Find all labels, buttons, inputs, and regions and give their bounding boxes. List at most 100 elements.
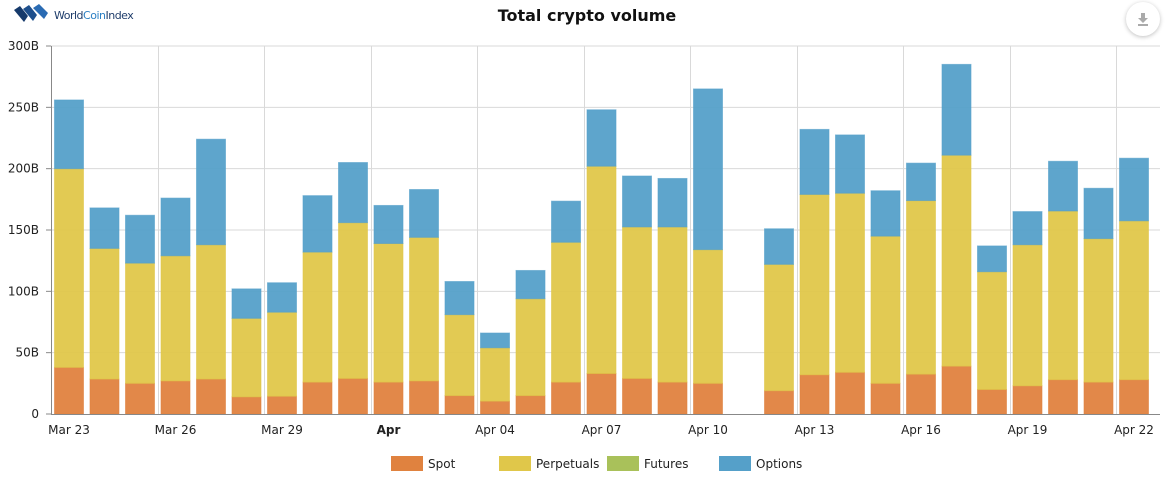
bar-perpetuals-apr-10[interactable] <box>693 249 723 384</box>
bar-spot-apr-22[interactable] <box>1119 379 1149 415</box>
bar-options-apr-15[interactable] <box>870 190 901 237</box>
bar-perpetuals-mar-31[interactable] <box>338 222 368 379</box>
bar-spot-apr-18[interactable] <box>977 388 1007 415</box>
bar-perpetuals-apr-14[interactable] <box>835 192 865 373</box>
bar-perpetuals-apr-15[interactable] <box>870 235 901 384</box>
legend-item-perpetuals[interactable]: Perpetuals <box>499 456 599 471</box>
bar-spot-apr-15[interactable] <box>870 382 901 415</box>
bar-options-apr-05[interactable] <box>515 269 546 300</box>
bar-perpetuals-apr-01[interactable] <box>373 242 404 383</box>
bar-options-apr-21[interactable] <box>1083 187 1114 240</box>
bar-perpetuals-apr-07[interactable] <box>586 165 617 375</box>
logo-text-suffix: Index <box>105 9 134 22</box>
bar-perpetuals-apr-09[interactable] <box>657 226 688 383</box>
bar-spot-mar-31[interactable] <box>338 377 368 415</box>
download-button[interactable] <box>1126 2 1160 36</box>
bar-options-apr-16[interactable] <box>906 162 936 202</box>
bar-perpetuals-apr-17[interactable] <box>941 154 972 367</box>
bar-spot-apr-17[interactable] <box>941 365 972 415</box>
legend-item-options[interactable]: Options <box>719 456 802 471</box>
y-tick-label: 300B <box>8 39 39 53</box>
bar-options-apr-03[interactable] <box>444 281 475 316</box>
gridlines <box>51 45 1160 414</box>
bar-perpetuals-mar-23[interactable] <box>54 168 84 368</box>
bar-spot-apr-21[interactable] <box>1083 381 1114 415</box>
bar-perpetuals-mar-27[interactable] <box>196 244 226 380</box>
bar-spot-apr-10[interactable] <box>693 382 723 415</box>
bar-spot-mar-25[interactable] <box>125 382 155 415</box>
bar-spot-mar-28[interactable] <box>231 396 262 415</box>
bar-spot-apr-09[interactable] <box>657 381 688 415</box>
bar-options-mar-23[interactable] <box>54 99 84 170</box>
legend-item-futures[interactable]: Futures <box>607 456 688 471</box>
bar-options-apr-13[interactable] <box>799 128 830 195</box>
bar-spot-mar-23[interactable] <box>54 366 84 415</box>
worldcoinindex-logo[interactable]: WorldCoinIndex <box>14 4 134 24</box>
bar-options-apr-17[interactable] <box>941 63 972 156</box>
bar-spot-apr-13[interactable] <box>799 374 830 415</box>
bar-options-apr-22[interactable] <box>1119 157 1149 222</box>
bar-options-mar-30[interactable] <box>302 195 333 253</box>
bar-spot-apr-20[interactable] <box>1048 379 1078 415</box>
bar-options-apr-09[interactable] <box>657 177 688 228</box>
bar-options-apr-19[interactable] <box>1012 211 1043 246</box>
bar-spot-apr-05[interactable] <box>515 395 546 415</box>
bar-options-apr-14[interactable] <box>835 134 865 194</box>
bar-options-apr-08[interactable] <box>622 175 652 228</box>
bar-spot-apr-08[interactable] <box>622 377 652 415</box>
bar-options-apr-04[interactable] <box>480 332 510 349</box>
bar-perpetuals-mar-24[interactable] <box>89 247 120 380</box>
bar-spot-apr-04[interactable] <box>480 400 510 415</box>
bar-perpetuals-apr-04[interactable] <box>480 347 510 402</box>
bar-spot-apr-02[interactable] <box>409 380 439 415</box>
bar-perpetuals-apr-18[interactable] <box>977 271 1007 390</box>
bar-options-mar-31[interactable] <box>338 162 368 224</box>
bar-spot-apr-06[interactable] <box>551 381 581 415</box>
bar-options-apr-12[interactable] <box>764 228 794 265</box>
bar-perpetuals-apr-06[interactable] <box>551 241 581 383</box>
bar-spot-apr-19[interactable] <box>1012 385 1043 415</box>
bar-perpetuals-apr-16[interactable] <box>906 200 936 375</box>
bar-perpetuals-apr-22[interactable] <box>1119 220 1149 381</box>
bar-spot-mar-30[interactable] <box>302 381 333 415</box>
bar-options-apr-01[interactable] <box>373 204 404 244</box>
bar-perpetuals-mar-30[interactable] <box>302 251 333 383</box>
bar-spot-apr-03[interactable] <box>444 395 475 415</box>
bar-perpetuals-mar-28[interactable] <box>231 317 262 398</box>
bar-options-apr-07[interactable] <box>586 109 617 167</box>
bar-perpetuals-apr-05[interactable] <box>515 298 546 397</box>
legend-item-spot[interactable]: Spot <box>391 456 455 471</box>
bar-spot-apr-16[interactable] <box>906 373 936 415</box>
bar-spot-apr-12[interactable] <box>764 390 794 415</box>
bar-options-mar-27[interactable] <box>196 138 226 246</box>
bar-options-mar-29[interactable] <box>267 282 297 313</box>
bar-perpetuals-mar-26[interactable] <box>160 255 191 382</box>
bar-options-apr-18[interactable] <box>977 245 1007 273</box>
bar-options-mar-26[interactable] <box>160 197 191 257</box>
bar-options-apr-06[interactable] <box>551 200 581 243</box>
bar-perpetuals-apr-19[interactable] <box>1012 244 1043 387</box>
bar-options-mar-24[interactable] <box>89 207 120 249</box>
bar-options-apr-10[interactable] <box>693 88 723 251</box>
bar-spot-mar-29[interactable] <box>267 395 297 415</box>
bar-options-mar-28[interactable] <box>231 288 262 319</box>
bar-perpetuals-mar-25[interactable] <box>125 262 155 384</box>
bar-spot-mar-27[interactable] <box>196 378 226 415</box>
bar-perpetuals-apr-02[interactable] <box>409 236 439 382</box>
bar-spot-mar-24[interactable] <box>89 378 120 415</box>
bar-perpetuals-mar-29[interactable] <box>267 311 297 397</box>
bar-options-apr-20[interactable] <box>1048 160 1078 212</box>
bar-spot-apr-07[interactable] <box>586 373 617 415</box>
bar-options-apr-02[interactable] <box>409 189 439 238</box>
bar-spot-mar-26[interactable] <box>160 380 191 415</box>
bar-spot-apr-14[interactable] <box>835 371 865 415</box>
bar-perpetuals-apr-13[interactable] <box>799 193 830 376</box>
bar-spot-apr-01[interactable] <box>373 381 404 415</box>
bar-perpetuals-apr-08[interactable] <box>622 226 652 379</box>
bar-perpetuals-apr-21[interactable] <box>1083 238 1114 383</box>
bar-perpetuals-apr-20[interactable] <box>1048 210 1078 381</box>
bar-perpetuals-apr-12[interactable] <box>764 263 794 392</box>
bar-options-mar-25[interactable] <box>125 214 155 264</box>
bar-perpetuals-apr-03[interactable] <box>444 314 475 397</box>
logo-mark-icon <box>14 4 48 22</box>
